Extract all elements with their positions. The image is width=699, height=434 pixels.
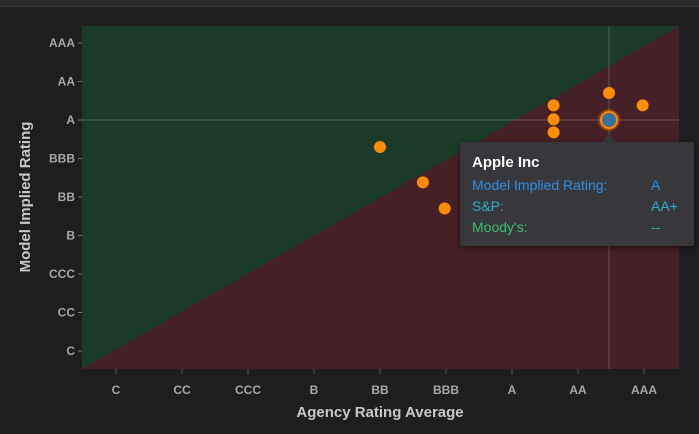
below-diagonal-region	[82, 26, 679, 369]
data-point-highlighted[interactable]	[600, 111, 619, 129]
y-tick-label: AA	[58, 75, 76, 89]
panel-top-bar	[0, 0, 699, 7]
point-tooltip: Apple Inc Model Implied Rating: A S&P: A…	[460, 142, 694, 246]
data-point[interactable]	[547, 113, 560, 126]
x-tick-label: BB	[371, 383, 389, 397]
tooltip-label-model: Model Implied Rating:	[472, 177, 608, 193]
y-tick-label: CC	[58, 306, 76, 320]
y-tick-label: AAA	[49, 36, 75, 50]
data-point[interactable]	[547, 126, 560, 139]
y-tick-label: BBB	[49, 152, 75, 166]
tooltip-value-moodys: --	[651, 219, 661, 235]
x-tick-label: BBB	[433, 383, 459, 397]
x-tick-label: B	[310, 383, 319, 397]
data-point[interactable]	[374, 140, 386, 153]
x-tick-label: CC	[173, 383, 191, 397]
tooltip-caret	[602, 134, 617, 142]
x-tick-label: AA	[569, 383, 587, 397]
data-point[interactable]	[603, 87, 616, 100]
data-point[interactable]	[438, 202, 451, 215]
x-tick-label: CCC	[235, 383, 261, 397]
x-axis-title: Agency Rating Average	[296, 404, 463, 421]
y-tick-label: B	[66, 229, 75, 243]
data-point[interactable]	[547, 99, 560, 112]
tooltip-label-sp: S&P:	[472, 198, 504, 214]
y-tick-label: C	[66, 344, 75, 358]
x-tick-label: C	[112, 383, 121, 397]
tooltip-value-sp: AA+	[651, 198, 678, 214]
data-point[interactable]	[416, 176, 429, 189]
data-point[interactable]	[636, 99, 649, 112]
y-axis-title: Model Implied Rating	[17, 122, 34, 273]
y-tick-label: CCC	[49, 267, 75, 281]
tooltip-label-moodys: Moody's:	[472, 219, 528, 235]
tooltip-value-model: A	[651, 177, 661, 193]
y-tick-label: A	[66, 113, 75, 127]
x-tick-label: AAA	[631, 383, 657, 397]
data-points	[374, 87, 649, 215]
x-tick-label: A	[508, 383, 517, 397]
y-tick-label: BB	[58, 190, 76, 204]
tooltip-title: Apple Inc	[472, 154, 540, 171]
x-axis: C CC CCC B BB BBB A AA AAA	[112, 369, 657, 397]
